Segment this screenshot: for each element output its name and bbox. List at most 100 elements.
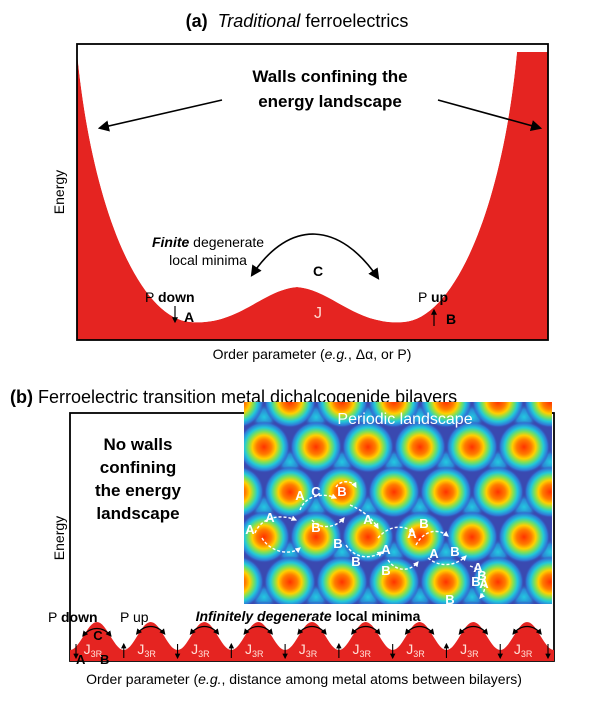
landscape-maximum [550,527,552,547]
landscape-saddle [589,629,594,655]
infinite-label: Infinitely degenerate local minima [196,608,421,624]
wall-arrow-right [437,99,543,132]
finite-label-2: local minima [169,252,247,268]
landscape-maximum [524,466,552,518]
landscape-maximum [472,402,524,428]
hop-arrow [189,625,220,635]
landscape-saddle [563,494,589,520]
landscape-maximum [244,421,290,473]
wall-arrow-left [97,99,223,132]
inset-site-label: B [311,520,320,535]
landscape-maximum [407,601,433,604]
p-down-label: P down [145,289,195,305]
hop-arrow [404,625,435,635]
panel-b-y-axis: Energy [51,516,67,560]
inset-site-label: A [381,542,391,557]
c-label-b: C [93,628,103,643]
landscape-maximum [576,376,594,428]
landscape-maximum [446,421,498,473]
landscape-maximum [524,556,552,604]
landscape-maximum [420,556,472,604]
inset-site-label: A [429,546,439,561]
b-label-a: B [446,311,456,327]
landscape-maximum [446,511,498,563]
inset-site-label: B [351,554,360,569]
landscape-maximum [316,556,368,604]
landscape-maximum [511,601,537,604]
periodic-landscape-inset [244,376,594,655]
landscape-maximum [524,402,552,428]
inset-site-label: B [471,574,480,589]
landscape-maximum [368,556,420,604]
a-label-a: A [184,309,194,325]
landscape-maximum [550,437,552,457]
landscape-maximum [264,402,316,428]
landscape-maximum [576,466,594,518]
inset-site-label: A [363,512,373,527]
inset-pathway [254,481,486,599]
a-label-b: A [76,652,86,667]
hop-arrow [351,625,381,635]
no-walls-label-4: landscape [96,504,179,523]
j-label-a: J [314,305,322,322]
landscape-maximum [342,421,394,473]
landscape-maximum [498,421,550,473]
landscape-maximum [472,556,524,604]
b-label-b: B [100,652,109,667]
landscape-maximum [244,556,264,604]
inset-site-label: A [265,510,275,525]
landscape-maximum [420,466,472,518]
panel-a: (a) Traditional ferroelectrics Walls con… [51,11,549,362]
wave-decor: J3R J3R J3R J3R J3R J3R J3R J3R J3R [73,625,551,660]
landscape-maximum [290,421,342,473]
hop-arrow [458,625,489,635]
inset-site-label: A [407,526,417,541]
c-label-a: C [313,263,323,279]
no-walls-label-3: the energy [95,481,182,500]
landscape-saddle [589,449,594,475]
hop-arrow [297,625,327,635]
landscape-maximum [394,511,446,563]
landscape-maximum [316,466,368,518]
landscape-maximum [244,402,264,428]
hop-arrow [82,627,112,637]
hop-arrow [512,625,542,635]
landscape-maximum [251,601,277,604]
landscape-saddle [563,404,589,430]
switch-arrow [250,233,380,280]
panel-b-x-axis: Order parameter (e.g., distance among me… [86,671,522,687]
inset-site-label: C [311,484,321,499]
no-walls-label-2: confining [100,458,176,477]
landscape-saddle [563,584,589,610]
inset-site-label: B [445,592,454,607]
p-up-label: P up [418,289,448,305]
landscape-maximum [303,601,329,604]
panel-a-frame [76,43,549,341]
panel-b: (b) Ferroelectric transition metal dicha… [10,376,594,687]
landscape-saddle [589,539,594,565]
double-well-fill [77,52,548,340]
inset-site-label: B [450,544,459,559]
landscape-maximum [244,511,290,563]
landscape-maximum [459,601,485,604]
p-up-label-b: P up [120,609,149,625]
landscape-maximum [550,601,594,653]
inset-site-label: B [333,536,342,551]
inset-title: Periodic landscape [337,411,472,428]
periodic-wave-fill [70,622,554,661]
hop-arrow [135,625,166,635]
inset-site-label: B [419,516,428,531]
landscape-maximum [264,556,316,604]
landscape-maximum [244,466,264,518]
landscape-maximum [394,421,446,473]
panel-a-title: (a) Traditional ferroelectrics [186,11,409,31]
inset-site-label: B [337,484,346,499]
landscape-maximum [368,466,420,518]
landscape-maximum [342,511,394,563]
landscape-maximum [355,601,381,604]
walls-label: Walls confining the [252,67,407,86]
landscape-maximum [420,402,472,428]
landscape-maximum [498,511,550,563]
